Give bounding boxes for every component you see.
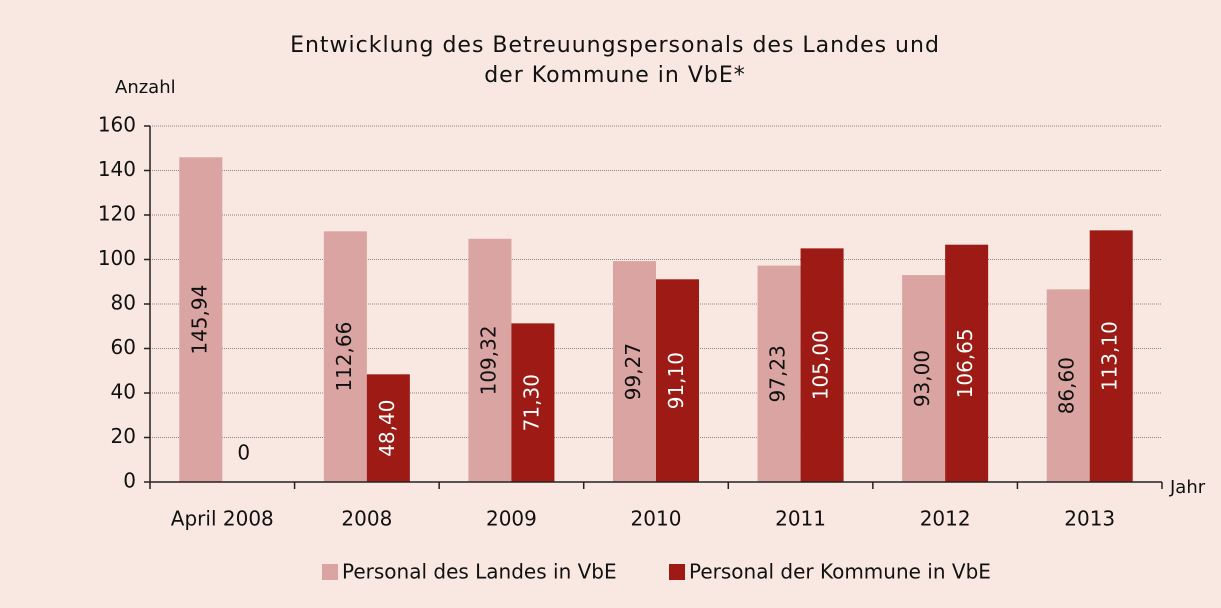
- bar: [1089, 230, 1133, 482]
- y-tick-label: 120: [98, 202, 136, 226]
- x-axis-label: Jahr: [1169, 477, 1206, 498]
- y-tick-label: 20: [111, 424, 136, 448]
- data-label: 105,00: [809, 330, 833, 400]
- x-tick-label: 2011: [775, 507, 826, 531]
- y-tick-label: 80: [111, 291, 136, 315]
- x-tick-label: 2012: [920, 507, 971, 531]
- legend-label: Personal der Kommune in VbE: [689, 560, 991, 584]
- legend-swatch: [322, 564, 338, 580]
- data-label: 112,66: [332, 322, 356, 392]
- y-tick-label: 100: [98, 246, 136, 270]
- y-tick-label: 140: [98, 157, 136, 181]
- bar: [323, 231, 367, 482]
- bar: [757, 265, 801, 482]
- legend-swatch: [669, 564, 685, 580]
- data-label: 113,10: [1098, 321, 1122, 391]
- y-tick-label: 0: [123, 469, 136, 493]
- y-tick-label: 60: [111, 335, 136, 359]
- x-tick-label: 2013: [1064, 507, 1115, 531]
- data-label: 48,40: [375, 400, 399, 457]
- bar: [945, 244, 989, 482]
- data-label: 99,27: [621, 343, 645, 400]
- y-tick-label: 160: [98, 113, 136, 137]
- y-tick-label: 40: [111, 380, 136, 404]
- data-label: 71,30: [519, 374, 543, 431]
- data-label: 109,32: [476, 325, 500, 395]
- x-tick-label: 2010: [631, 507, 682, 531]
- data-label: 86,60: [1055, 357, 1079, 414]
- legend-label: Personal des Landes in VbE: [342, 560, 617, 584]
- data-label: 145,94: [187, 285, 211, 355]
- bar: [902, 275, 946, 482]
- x-tick-label: 2008: [341, 507, 392, 531]
- data-label: 91,10: [664, 352, 688, 409]
- bar: [468, 238, 512, 482]
- chart-title: der Kommune in VbE*: [484, 63, 746, 88]
- x-tick-label: April 2008: [171, 507, 274, 531]
- data-label: 97,23: [766, 345, 790, 402]
- data-label: 0: [237, 441, 250, 465]
- bar: [179, 157, 223, 482]
- bar: [800, 248, 844, 482]
- chart-title: Entwicklung des Betreuungspersonals des …: [290, 33, 940, 58]
- bar: [656, 279, 699, 482]
- y-axis-label: Anzahl: [115, 77, 176, 98]
- bar: [511, 323, 555, 482]
- bar: [1046, 289, 1090, 482]
- data-label: 93,00: [910, 350, 934, 407]
- data-label: 106,65: [953, 328, 977, 398]
- bar: [366, 374, 410, 482]
- bar: [613, 261, 656, 482]
- x-tick-label: 2009: [486, 507, 537, 531]
